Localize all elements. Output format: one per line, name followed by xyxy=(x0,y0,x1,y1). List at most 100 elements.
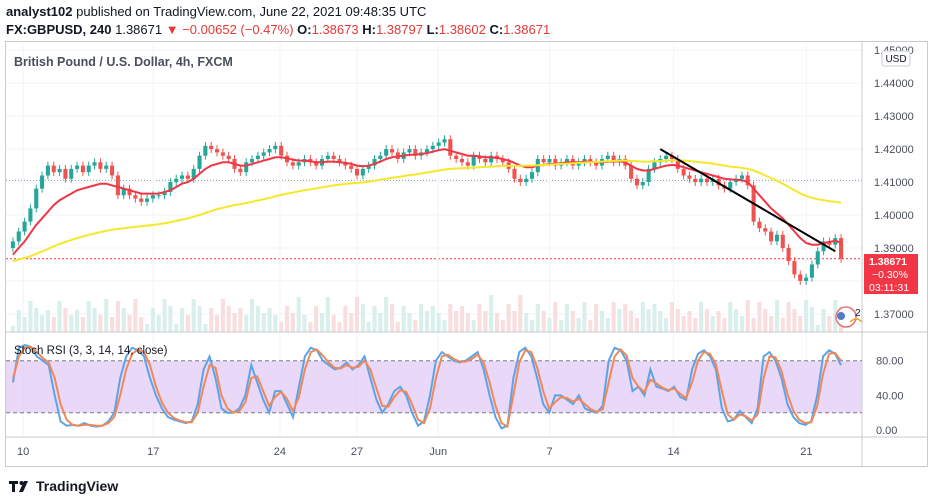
candle-body xyxy=(40,175,45,189)
candle-body xyxy=(45,165,50,176)
volume-bar xyxy=(389,304,395,332)
candle-body xyxy=(483,158,488,163)
volume-bar xyxy=(623,304,628,332)
candle-body xyxy=(757,221,762,229)
candle-body xyxy=(63,168,68,179)
time-tick-label: 10 xyxy=(17,446,29,458)
volume-bar xyxy=(489,295,494,332)
open-value: 1.38673 xyxy=(311,22,359,37)
candle-body xyxy=(512,168,517,179)
volume-bar xyxy=(442,320,447,332)
price-badge-change: −0.30% xyxy=(872,269,908,281)
volume-bar xyxy=(430,306,435,332)
candle-body xyxy=(547,158,552,163)
volume-bar xyxy=(804,300,809,332)
candle-body xyxy=(769,231,774,242)
candle-body xyxy=(331,155,336,159)
price-tick-label: 1.41000 xyxy=(874,177,914,189)
volume-bar xyxy=(646,309,651,332)
flag-icon xyxy=(837,312,845,320)
candle-body xyxy=(780,234,785,248)
volume-bar xyxy=(582,302,587,332)
volume-bar xyxy=(588,320,593,332)
candle-body xyxy=(366,165,371,169)
volume-bar xyxy=(477,304,482,332)
price-change: ▼ −0.00652 (−0.47%) xyxy=(165,22,294,37)
candlesticks[interactable] xyxy=(10,135,844,285)
candle-body xyxy=(150,195,155,199)
price-badge-countdown: 03:11:31 xyxy=(869,282,909,294)
volume-bar xyxy=(75,310,80,332)
candle-body xyxy=(640,182,645,186)
volume-bars xyxy=(10,295,844,332)
candle-body xyxy=(22,221,27,232)
stoch-d-line xyxy=(12,345,842,429)
time-axis[interactable]: 10 17 24 27 Jun 7 14 21 xyxy=(17,446,812,458)
volume-bar xyxy=(296,297,301,332)
volume-bar xyxy=(133,299,138,332)
candle-body xyxy=(115,175,120,196)
volume-bar xyxy=(63,308,68,332)
volume-bar xyxy=(238,308,243,332)
candle-body xyxy=(664,155,669,159)
trendline-group[interactable] xyxy=(659,148,836,253)
price-tick-label: 1.43000 xyxy=(874,111,914,123)
volume-bar xyxy=(244,315,249,332)
volume-bar xyxy=(197,306,202,332)
candle-body xyxy=(489,155,494,163)
event-badge[interactable]: 2 xyxy=(835,306,863,328)
volume-bar xyxy=(413,320,418,332)
volume-bar xyxy=(553,302,558,332)
publisher-name[interactable]: analyst102 xyxy=(6,4,73,19)
candle-body xyxy=(739,175,744,179)
footer-brand-label: TradingView xyxy=(36,478,119,494)
ma-fast-line xyxy=(12,148,842,256)
candle-body xyxy=(372,158,377,166)
volume-bar xyxy=(267,308,272,332)
volume-bar xyxy=(454,311,459,332)
candle-body xyxy=(634,178,639,186)
candle-body xyxy=(156,195,161,197)
volume-bar xyxy=(611,302,616,332)
volume-bar xyxy=(139,317,144,332)
volume-bar xyxy=(471,320,476,332)
volume-bar xyxy=(710,316,715,332)
volume-bar xyxy=(325,297,330,332)
candle-body xyxy=(354,168,360,176)
volume-bar xyxy=(174,324,179,332)
time-tick-label: 27 xyxy=(351,446,363,458)
volume-bar xyxy=(815,325,820,332)
candle-body xyxy=(774,234,779,242)
candle-body xyxy=(675,158,680,169)
stoch-rsi-pane[interactable]: 0.00 40.00 80.00 xyxy=(6,344,904,437)
currency-badge[interactable]: USD xyxy=(881,50,911,67)
volume-bar xyxy=(86,301,91,332)
footer-branding[interactable]: TradingView xyxy=(8,476,118,496)
candle-body xyxy=(594,162,599,166)
volume-bar xyxy=(459,306,465,332)
volume-bar xyxy=(401,306,406,332)
volume-bar xyxy=(226,306,231,332)
candle-body xyxy=(687,175,692,179)
volume-bar xyxy=(640,302,645,332)
candle-body xyxy=(110,165,115,176)
volume-bar xyxy=(150,308,155,332)
candle-body xyxy=(553,158,558,166)
volume-bar xyxy=(156,315,161,332)
volume-bar xyxy=(185,315,190,332)
candle-body xyxy=(249,158,255,163)
volume-bar xyxy=(634,318,639,332)
volume-bar xyxy=(728,302,733,332)
volume-bar xyxy=(658,311,663,332)
candle-body xyxy=(611,155,616,163)
volume-bar xyxy=(664,318,669,332)
candle-body xyxy=(524,178,529,183)
volume-bar xyxy=(424,311,430,332)
volume-bar xyxy=(366,322,371,332)
candle-body xyxy=(133,195,138,199)
volume-bar xyxy=(757,302,762,332)
volume-bar xyxy=(273,315,278,332)
currency-badge-label: USD xyxy=(885,54,906,65)
price-tick-label: 1.40000 xyxy=(874,210,914,222)
